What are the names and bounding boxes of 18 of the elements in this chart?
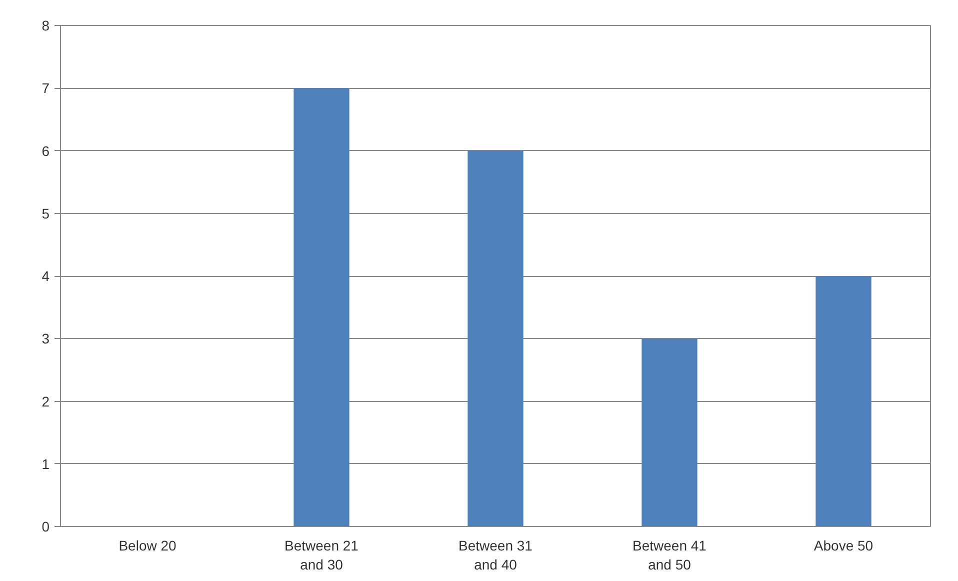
y-tick-label: 0 [42, 518, 50, 534]
y-tick-label: 8 [42, 18, 50, 34]
bar [816, 276, 872, 526]
y-tick-label: 7 [42, 80, 50, 96]
bar [642, 338, 698, 526]
x-tick-label: Above 50 [814, 538, 874, 554]
bar [294, 88, 350, 526]
x-tick-label: Between 21 and 30 [284, 538, 359, 573]
y-tick-label: 4 [42, 268, 50, 284]
y-tick-label: 1 [42, 456, 50, 472]
x-tick-label: Between 41 and 50 [632, 538, 707, 573]
x-tick-label: Between 31 and 40 [458, 538, 533, 573]
y-tick-label: 2 [42, 393, 50, 410]
bar [468, 150, 524, 526]
y-tick-label: 6 [42, 142, 50, 159]
y-tick-label: 5 [42, 205, 50, 222]
x-tick-label: Below 20 [118, 538, 177, 554]
y-tick-label: 3 [42, 330, 50, 347]
